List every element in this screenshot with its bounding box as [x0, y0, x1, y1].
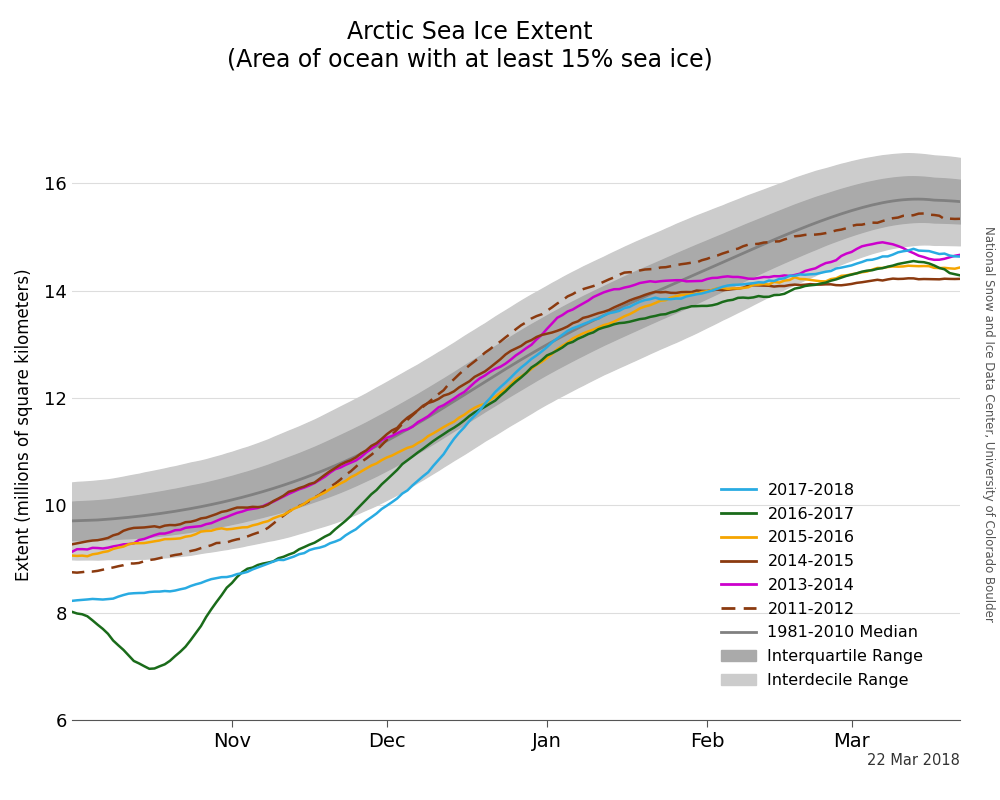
2014-2015	[902, 274, 914, 283]
2013-2014	[494, 362, 506, 371]
2013-2014	[954, 250, 966, 260]
2017-2018	[494, 382, 506, 392]
2015-2016	[747, 280, 759, 290]
2015-2016	[716, 283, 728, 293]
2011-2012	[954, 214, 966, 223]
2016-2017	[556, 342, 568, 352]
1981-2010 Median	[954, 197, 966, 206]
1981-2010 Median	[913, 194, 925, 204]
2011-2012	[500, 333, 512, 342]
1981-2010 Median	[856, 203, 868, 213]
2013-2014	[856, 242, 868, 251]
1981-2010 Median	[391, 430, 403, 440]
2017-2018	[908, 244, 920, 254]
2016-2017	[66, 607, 78, 617]
2017-2018	[856, 258, 868, 267]
2017-2018	[742, 279, 754, 289]
2015-2016	[66, 550, 78, 560]
2011-2012	[918, 209, 930, 218]
2016-2017	[143, 664, 155, 674]
2016-2017	[747, 293, 759, 302]
2011-2012	[716, 249, 728, 258]
Line: 2011-2012: 2011-2012	[72, 214, 960, 573]
2015-2016	[556, 341, 568, 350]
2014-2015	[494, 354, 506, 364]
Line: 2017-2018: 2017-2018	[72, 249, 960, 601]
2014-2015	[742, 281, 754, 290]
2011-2012	[861, 218, 873, 228]
2016-2017	[716, 297, 728, 306]
2013-2014	[877, 238, 889, 247]
2013-2014	[391, 429, 403, 438]
2014-2015	[391, 423, 403, 433]
2011-2012	[396, 419, 408, 429]
1981-2010 Median	[66, 516, 78, 526]
Line: 2014-2015: 2014-2015	[72, 278, 960, 544]
1981-2010 Median	[742, 246, 754, 256]
2014-2015	[856, 278, 868, 287]
2014-2015	[66, 539, 78, 549]
Legend: 2017-2018, 2016-2017, 2015-2016, 2014-2015, 2013-2014, 2011-2012, 1981-2010 Medi: 2017-2018, 2016-2017, 2015-2016, 2014-20…	[715, 476, 930, 694]
2011-2012	[556, 295, 568, 305]
2015-2016	[954, 262, 966, 272]
Line: 2015-2016: 2015-2016	[72, 266, 960, 556]
2014-2015	[711, 285, 723, 294]
2015-2016	[81, 551, 93, 561]
2017-2018	[391, 494, 403, 503]
2014-2015	[551, 326, 563, 336]
2015-2016	[861, 266, 873, 276]
2017-2018	[711, 284, 723, 294]
Text: Arctic Sea Ice Extent
(Area of ocean with at least 15% sea ice): Arctic Sea Ice Extent (Area of ocean wit…	[227, 20, 713, 72]
2015-2016	[500, 384, 512, 394]
1981-2010 Median	[551, 334, 563, 344]
2013-2014	[742, 274, 754, 283]
Text: National Snow and Ice Data Center, University of Colorado Boulder: National Snow and Ice Data Center, Unive…	[982, 226, 995, 622]
2011-2012	[66, 567, 78, 577]
2017-2018	[551, 334, 563, 343]
2017-2018	[66, 596, 78, 606]
2013-2014	[711, 273, 723, 282]
2013-2014	[551, 313, 563, 322]
Line: 2016-2017: 2016-2017	[72, 261, 960, 669]
Line: 2013-2014: 2013-2014	[72, 242, 960, 552]
2011-2012	[747, 239, 759, 249]
2017-2018	[954, 252, 966, 262]
2015-2016	[902, 261, 914, 270]
Text: 22 Mar 2018: 22 Mar 2018	[867, 753, 960, 767]
2014-2015	[954, 274, 966, 284]
Y-axis label: Extent (millions of square kilometers): Extent (millions of square kilometers)	[15, 269, 33, 582]
2015-2016	[396, 446, 408, 455]
2016-2017	[908, 256, 920, 266]
2016-2017	[861, 266, 873, 275]
1981-2010 Median	[494, 367, 506, 377]
1981-2010 Median	[711, 260, 723, 270]
2011-2012	[71, 568, 83, 578]
Line: 1981-2010 Median: 1981-2010 Median	[72, 199, 960, 521]
2016-2017	[954, 270, 966, 280]
2013-2014	[66, 547, 78, 557]
2016-2017	[396, 459, 408, 469]
2016-2017	[500, 386, 512, 396]
